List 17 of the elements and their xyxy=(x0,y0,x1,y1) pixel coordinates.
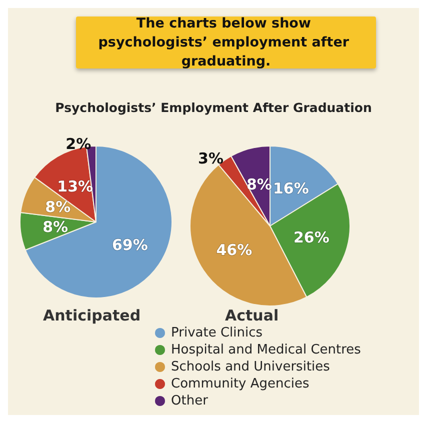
data-label: 8% xyxy=(42,218,68,236)
slice-label: Actual xyxy=(225,306,279,324)
data-label: 16% xyxy=(272,179,309,198)
legend-label: Other xyxy=(171,394,209,408)
data-label: 46% xyxy=(216,240,252,259)
legend-label: Community Agencies xyxy=(171,376,310,392)
chart-title: Psychologists’ Employment After Graduation xyxy=(55,100,372,115)
data-label: 3% xyxy=(198,149,224,168)
legend-label: Private Clinics xyxy=(171,326,263,340)
legend-label: Schools and Universities xyxy=(171,360,330,374)
data-label: 2% xyxy=(66,135,92,154)
slice-label: Anticipated xyxy=(43,306,141,324)
text: The charts below show psychologists’ employment after graduating. xyxy=(98,16,354,70)
legend-label: Hospital and Medical Centres xyxy=(171,342,362,358)
data-label: 69% xyxy=(112,236,148,254)
data-label: 26% xyxy=(293,228,330,246)
data-label: 8% xyxy=(45,198,71,216)
